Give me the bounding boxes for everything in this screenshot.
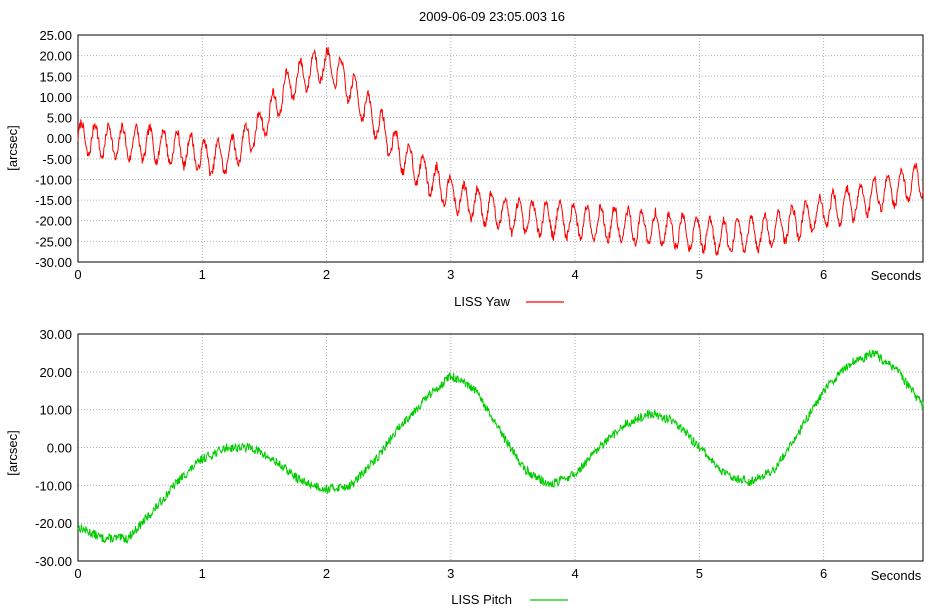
y-tick-label: -10.00 [35, 478, 72, 493]
pitch-legend-label: LISS Pitch [451, 592, 512, 607]
y-tick-label: 20.00 [39, 49, 72, 64]
yaw-x-tick-labels: 0 1 2 3 4 5 6 [74, 267, 827, 282]
x-tick-label: 5 [696, 267, 703, 282]
pitch-plot-frame [77, 333, 924, 562]
x-tick-label: 1 [199, 267, 206, 282]
pitch-x-tick-labels: 0 1 2 3 4 5 6 [74, 566, 827, 581]
y-tick-label: -10.00 [35, 172, 72, 187]
yaw-gridlines [78, 35, 923, 262]
y-tick-label: 0.00 [47, 441, 72, 456]
x-tick-label: 5 [696, 566, 703, 581]
y-tick-label: 20.00 [39, 365, 72, 380]
x-tick-label: 3 [447, 566, 454, 581]
y-tick-label: 10.00 [39, 403, 72, 418]
x-tick-label: 1 [199, 566, 206, 581]
y-tick-label: 15.00 [39, 69, 72, 84]
x-tick-label: 2 [323, 566, 330, 581]
yaw-y-axis-label: [arcsec] [5, 125, 20, 171]
yaw-series-line [77, 47, 924, 256]
chart-title: 2009-06-09 23:05.003 16 [419, 9, 565, 24]
y-tick-label: 25.00 [39, 28, 72, 43]
x-tick-label: 3 [447, 267, 454, 282]
y-tick-label: -20.00 [35, 516, 72, 531]
x-tick-label: 0 [74, 267, 81, 282]
x-tick-label: 2 [323, 267, 330, 282]
y-tick-label: -20.00 [35, 214, 72, 229]
x-tick-label: 6 [820, 267, 827, 282]
y-tick-label: 10.00 [39, 90, 72, 105]
pitch-series-line [77, 349, 924, 544]
y-tick-label: -25.00 [35, 234, 72, 249]
y-tick-label: 5.00 [47, 111, 72, 126]
yaw-x-axis-label: Seconds [871, 268, 922, 283]
pitch-gridlines [78, 334, 923, 561]
y-tick-label: -30.00 [35, 255, 72, 270]
x-tick-label: 4 [571, 267, 578, 282]
pitch-y-tick-labels: 30.00 20.00 10.00 0.00 -10.00 -20.00 -30.00 [35, 327, 72, 569]
yaw-y-tick-labels: 25.00 20.00 15.00 10.00 5.00 0.00 -5.00 -10.00 -… [35, 28, 72, 270]
y-tick-label: -30.00 [35, 554, 72, 569]
pitch-y-axis-label: [arcsec] [5, 430, 20, 476]
x-tick-label: 6 [820, 566, 827, 581]
pitch-x-axis-label: Seconds [871, 568, 922, 583]
x-tick-label: 0 [74, 566, 81, 581]
y-tick-label: -5.00 [42, 152, 72, 167]
yaw-plot-frame [77, 34, 924, 263]
y-tick-label: 0.00 [47, 131, 72, 146]
yaw-legend: LISS Yaw [454, 294, 564, 309]
yaw-legend-label: LISS Yaw [454, 294, 510, 309]
y-tick-label: -15.00 [35, 193, 72, 208]
x-tick-label: 4 [571, 566, 578, 581]
y-tick-label: 30.00 [39, 327, 72, 342]
pitch-legend: LISS Pitch [451, 592, 568, 607]
